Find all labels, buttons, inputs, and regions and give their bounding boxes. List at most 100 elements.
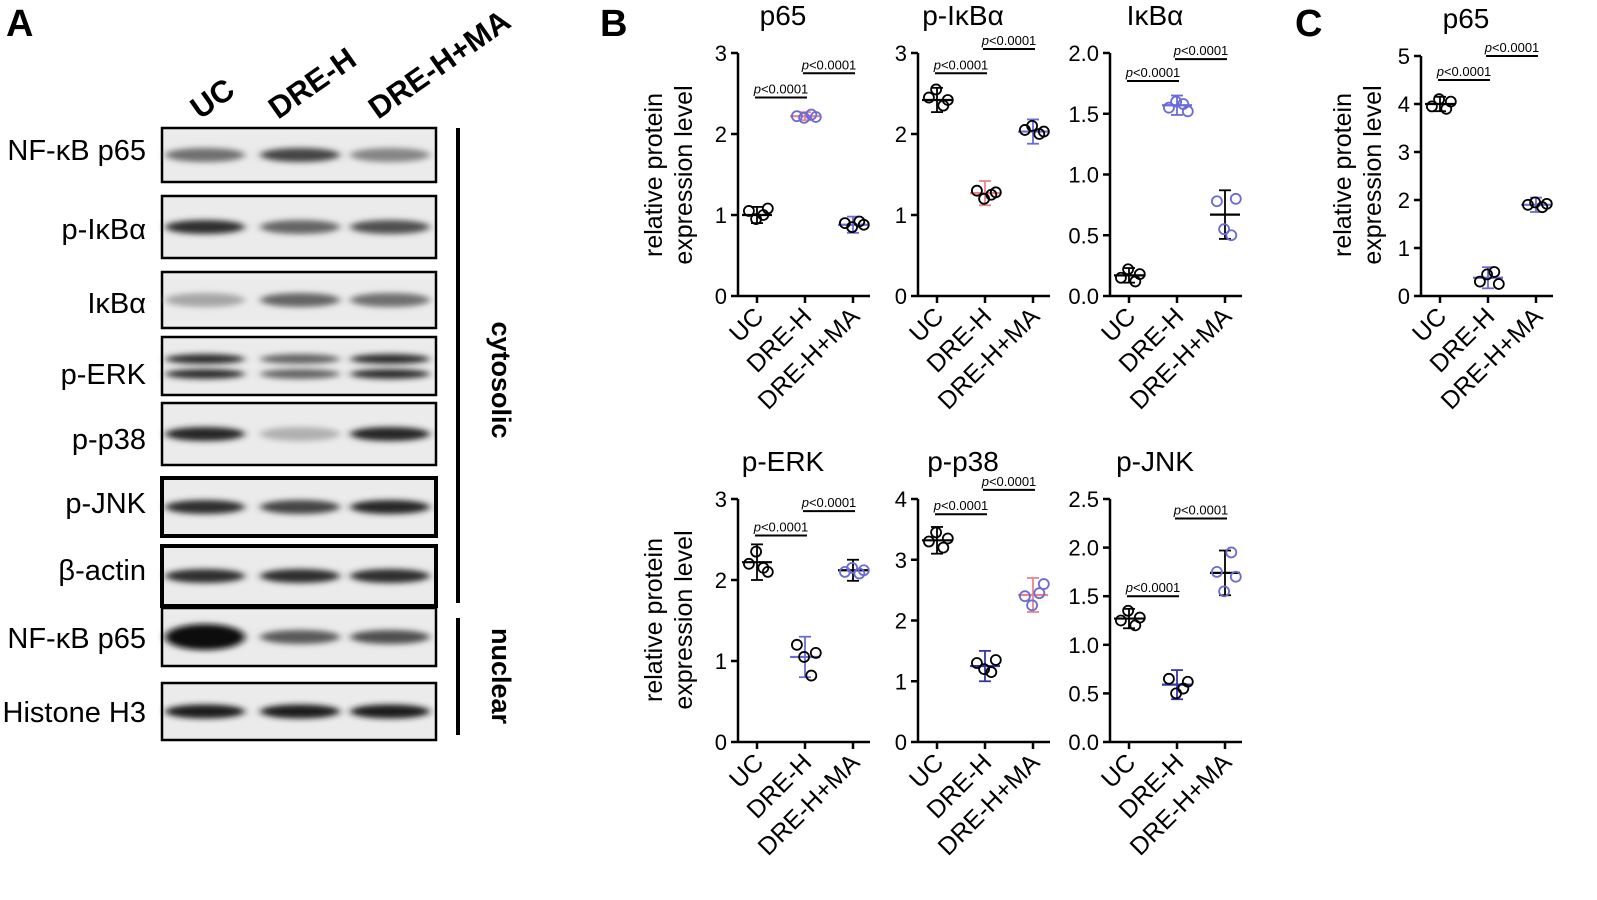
blot-band xyxy=(350,630,430,644)
data-point xyxy=(857,564,870,577)
blot-band xyxy=(165,624,245,650)
blot-band xyxy=(260,293,340,307)
p-value-label: p<0.0001 xyxy=(801,57,857,72)
y-tick-label: 1 xyxy=(1398,236,1410,261)
y-tick-label: 4 xyxy=(895,487,907,512)
data-point xyxy=(1492,278,1505,290)
y-tick-label: 1 xyxy=(715,649,727,674)
p-value-label: p<0.0001 xyxy=(933,57,989,72)
data-point xyxy=(923,91,935,104)
panel-label-a: A xyxy=(6,3,33,45)
panel-b-top-ylabel: relative protein expression level xyxy=(640,85,698,264)
data-point xyxy=(937,541,950,554)
data-point xyxy=(1225,229,1238,242)
y-tick-label: 2 xyxy=(895,122,907,147)
blot-lane-uc: UC xyxy=(184,71,241,125)
data-point xyxy=(1037,578,1050,590)
blot-row-label: Histone H3 xyxy=(3,697,146,729)
plot-title: p-JNK xyxy=(1116,446,1194,477)
data-point xyxy=(1433,93,1445,106)
blot-band xyxy=(350,293,430,307)
data-point xyxy=(1444,95,1457,108)
y-tick-label: 0 xyxy=(715,730,727,755)
y-tick-label: 5 xyxy=(1398,44,1410,69)
y-tick-label: 2 xyxy=(1398,188,1410,213)
data-point xyxy=(1122,604,1134,617)
data-point xyxy=(1540,197,1553,210)
data-point xyxy=(923,535,935,548)
data-point xyxy=(1115,614,1127,627)
blot-band xyxy=(165,500,245,514)
blot-band xyxy=(350,569,430,583)
svg-text:relative protein: relative protein xyxy=(640,93,668,257)
data-point xyxy=(743,557,755,570)
p-value-label: p<0.0001 xyxy=(933,498,989,513)
data-point xyxy=(1181,675,1194,688)
y-tick-label: 1.5 xyxy=(1068,584,1099,609)
plot-title: IκBα xyxy=(1127,0,1184,31)
dot-plot-3: IκBα0.00.51.01.52.0UCDRE-HDRE-H+MAp<0.00… xyxy=(1068,0,1242,415)
y-tick-label: 0 xyxy=(1398,284,1410,309)
y-tick-label: 3 xyxy=(715,41,727,66)
data-point xyxy=(1026,120,1038,132)
blot-band xyxy=(350,354,430,364)
data-point xyxy=(1181,105,1194,118)
blot-row-label: NF-κB p65 xyxy=(7,135,146,167)
blot-row: NF-κB p65 xyxy=(7,126,438,184)
blot-band xyxy=(165,354,245,364)
data-point xyxy=(930,526,942,539)
dot-plot-5: p-p3801234UCDRE-HDRE-H+MAp<0.0001p<0.000… xyxy=(895,446,1050,861)
y-tick-label: 0 xyxy=(895,284,907,309)
blot-row: IκBα xyxy=(87,270,438,330)
data-point xyxy=(809,111,822,123)
data-point xyxy=(989,186,1002,199)
y-tick-label: 1 xyxy=(895,669,907,694)
y-tick-label: 2 xyxy=(715,568,727,593)
panel-label-b: B xyxy=(600,3,627,45)
blot-band xyxy=(260,630,340,644)
blot-band xyxy=(260,704,340,719)
data-point xyxy=(1218,585,1230,598)
data-point xyxy=(1211,566,1223,578)
p-value-label: p<0.0001 xyxy=(981,33,1037,48)
plot-title: p65 xyxy=(1443,3,1490,34)
blot-band xyxy=(260,569,340,583)
svg-text:expression level: expression level xyxy=(670,530,698,709)
data-point xyxy=(1474,275,1486,288)
data-point xyxy=(930,83,942,96)
blot-row: NF-κB p65 xyxy=(7,606,438,668)
p-value-label: p<0.0001 xyxy=(753,82,809,97)
svg-text:expression level: expression level xyxy=(1359,85,1387,264)
blot-row: p-JNK xyxy=(65,476,438,538)
y-tick-label: 0.0 xyxy=(1068,730,1099,755)
p-value-label: p<0.0001 xyxy=(801,495,857,510)
data-point xyxy=(1522,198,1534,211)
data-point xyxy=(1218,223,1230,236)
panel-label-c: C xyxy=(1295,3,1322,45)
svg-text:relative protein: relative protein xyxy=(1329,93,1357,257)
blot-band xyxy=(165,569,245,583)
data-point xyxy=(941,532,954,545)
data-point xyxy=(798,111,810,124)
data-point xyxy=(743,205,755,217)
data-point xyxy=(1026,599,1038,612)
y-tick-label: 1.0 xyxy=(1068,163,1099,188)
blot-band xyxy=(165,148,245,162)
data-point xyxy=(761,202,774,215)
data-point xyxy=(941,94,954,106)
p-value-label: p<0.0001 xyxy=(753,519,809,534)
y-tick-label: 0.0 xyxy=(1068,284,1099,309)
blot-band xyxy=(260,427,340,441)
y-tick-label: 1.5 xyxy=(1068,102,1099,127)
data-point xyxy=(1115,271,1127,284)
plot-title: p-IκBα xyxy=(922,0,1004,31)
blot-row: p-p38 xyxy=(72,401,438,467)
data-point xyxy=(971,184,983,197)
data-point xyxy=(1229,192,1242,205)
panel-b-bottom-ylabel: relative protein expression level xyxy=(640,530,698,709)
data-point xyxy=(846,221,858,234)
data-point xyxy=(857,218,870,231)
data-point xyxy=(1133,268,1146,281)
y-tick-label: 0 xyxy=(715,284,727,309)
